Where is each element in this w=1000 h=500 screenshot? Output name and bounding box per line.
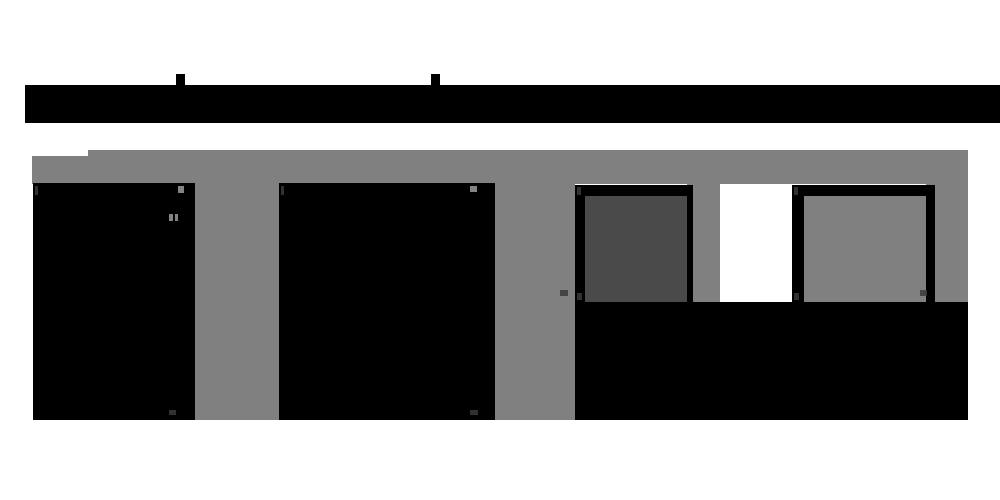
glyph-remnant-i (577, 187, 581, 195)
glyph-remnant-j (577, 293, 582, 300)
glyph-remnant-h (169, 410, 176, 415)
content-panel-dark[interactable] (585, 196, 687, 302)
gutter-left (195, 156, 279, 420)
content-panel-secondary-label (279, 183, 280, 184)
title-bar[interactable] (25, 85, 1000, 123)
window-tab-left[interactable] (176, 74, 185, 86)
window-title (25, 85, 26, 86)
glyph-remnant-n (560, 290, 568, 296)
glyph-remnant-e (281, 186, 284, 195)
glyph-remnant-b (178, 186, 184, 193)
content-panel-primary[interactable] (33, 183, 195, 420)
content-panel-light-label (804, 196, 805, 197)
lower-content-label (575, 302, 576, 303)
glyph-remnant-k (794, 187, 798, 195)
content-panel-primary-label (33, 183, 34, 184)
gutter-center (495, 156, 575, 420)
glyph-remnant-a (35, 186, 38, 195)
glyph-remnant-c (169, 214, 173, 221)
glyph-remnant-l (794, 293, 799, 300)
glyph-remnant-d (175, 214, 178, 221)
content-panel-dark-label (585, 196, 586, 197)
glyph-remnant-f (470, 186, 477, 192)
glyph-remnant-m (920, 290, 927, 296)
window-tab-right[interactable] (431, 74, 440, 86)
toolbar-band-upper[interactable] (88, 150, 968, 156)
content-panel-secondary[interactable] (279, 183, 495, 420)
toolbar-label (32, 156, 33, 157)
lower-content-area[interactable] (575, 302, 968, 420)
content-panel-light[interactable] (804, 196, 926, 302)
glyph-remnant-g (470, 410, 478, 415)
